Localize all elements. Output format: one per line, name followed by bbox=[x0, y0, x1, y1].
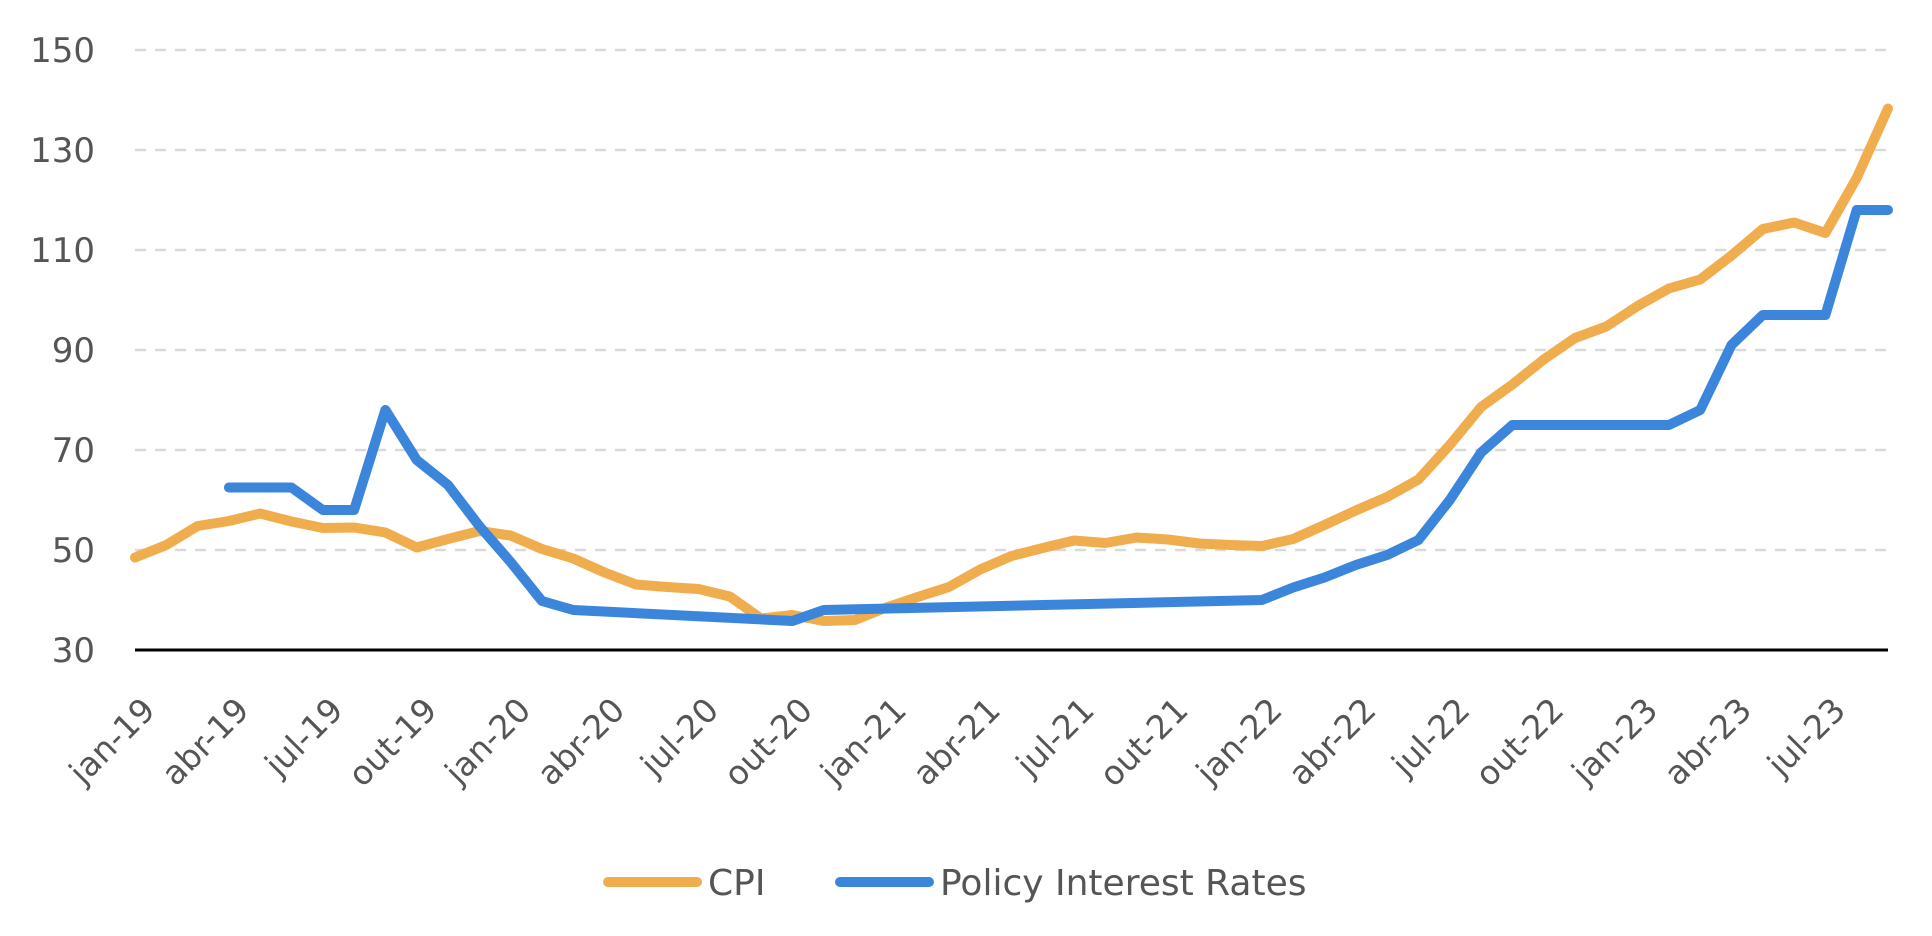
legend: CPI Policy Interest Rates bbox=[603, 863, 1306, 904]
x-tick-label: abr-21 bbox=[905, 690, 1008, 793]
x-tick-label: jul-21 bbox=[1008, 690, 1102, 784]
x-tick-label: jan-23 bbox=[1563, 690, 1665, 792]
gridlines bbox=[135, 48, 1888, 552]
x-tick-label: jul-22 bbox=[1383, 690, 1477, 784]
series-line-cpi bbox=[130, 103, 1893, 626]
x-tick-label: out-22 bbox=[1467, 690, 1571, 794]
legend-label: Policy Interest Rates bbox=[940, 863, 1306, 904]
y-tick-label: 130 bbox=[30, 131, 95, 171]
x-tick-label: out-21 bbox=[1092, 690, 1196, 794]
x-tick-label: jul-19 bbox=[256, 690, 350, 784]
y-tick-label: 150 bbox=[30, 31, 95, 71]
legend-label: CPI bbox=[708, 863, 765, 904]
x-tick-label: jan-22 bbox=[1188, 690, 1290, 792]
y-tick-label: 30 bbox=[52, 631, 95, 671]
y-tick-label: 90 bbox=[52, 331, 95, 371]
x-tick-label: abr-22 bbox=[1281, 690, 1384, 793]
x-tick-label: jul-20 bbox=[632, 690, 726, 784]
series-lines bbox=[130, 103, 1893, 626]
y-tick-label: 110 bbox=[30, 231, 95, 271]
y-tick-label: 70 bbox=[52, 431, 95, 471]
x-tick-label: jan-21 bbox=[812, 690, 914, 792]
x-tick-label: out-19 bbox=[340, 690, 444, 794]
y-axis-tick-labels: 30 50 70 90 110 130 150 bbox=[30, 31, 95, 671]
series-line-policy-interest-rates bbox=[223, 205, 1893, 626]
x-tick-label: abr-20 bbox=[529, 690, 632, 793]
x-tick-label: abr-19 bbox=[154, 690, 257, 793]
x-tick-label: abr-23 bbox=[1656, 690, 1759, 793]
x-tick-label: jul-23 bbox=[1759, 690, 1853, 784]
x-tick-label: jan-19 bbox=[61, 690, 163, 792]
x-tick-label: out-20 bbox=[716, 690, 820, 794]
y-tick-label: 50 bbox=[52, 531, 95, 571]
x-tick-label: jan-20 bbox=[436, 690, 538, 792]
